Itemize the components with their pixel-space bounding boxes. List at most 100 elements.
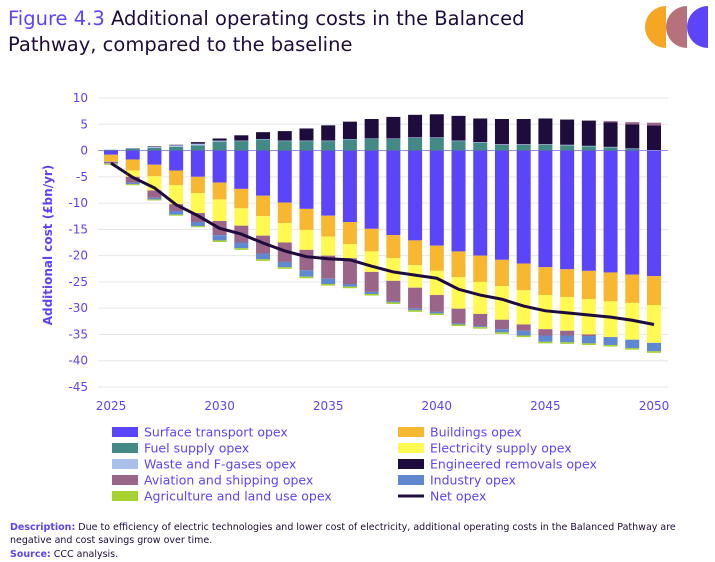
bar-segment <box>104 161 118 164</box>
bar-segment <box>408 137 423 138</box>
bar-segment <box>647 342 661 352</box>
bar-segment <box>473 142 488 143</box>
legend-item: Surface transport opex <box>112 425 288 440</box>
bar-segment <box>386 150 401 236</box>
bar-segment <box>299 208 314 230</box>
bar-segment <box>581 150 596 271</box>
bar-segment <box>190 145 205 151</box>
bar-segment <box>581 270 596 300</box>
bar-segment <box>169 204 184 211</box>
legend-item: Buildings opex <box>398 425 522 440</box>
y-tick-label: -35 <box>68 327 88 341</box>
bar-segment <box>625 148 640 149</box>
title-text: Additional operating costs in the Balanc… <box>8 7 525 56</box>
bar-segment <box>451 323 466 325</box>
bar-segment <box>125 182 140 185</box>
bar-segment <box>581 299 596 335</box>
bar-segment <box>234 188 249 209</box>
chart-title: Figure 4.3 Additional operating costs in… <box>8 6 588 58</box>
bar-segment <box>299 128 314 141</box>
bar-segment <box>277 202 292 224</box>
bar-segment <box>538 341 553 344</box>
bar-segment <box>386 258 401 281</box>
bar-segment <box>125 148 140 149</box>
legend-swatch <box>112 459 138 469</box>
bar-segment <box>190 213 205 223</box>
bar-segment <box>277 131 292 141</box>
bar-segment <box>190 142 205 144</box>
bar-segment <box>560 269 575 298</box>
legend-label: Surface transport opex <box>144 425 288 440</box>
bar-segment <box>429 313 444 316</box>
bar-segment <box>169 144 184 146</box>
ccc-logo <box>645 6 708 48</box>
bar-segment <box>234 248 249 250</box>
bar-segment <box>408 310 423 312</box>
bar-segment <box>429 270 444 296</box>
bar-segment <box>342 258 357 285</box>
legend-swatch <box>112 443 138 453</box>
net-opex-line <box>110 161 655 326</box>
bar-segment <box>516 330 531 336</box>
bar-segment <box>169 214 184 216</box>
bar-segment <box>169 150 184 171</box>
bar-segment <box>560 335 575 343</box>
bar-segment <box>538 267 553 296</box>
bar-segment <box>364 228 379 252</box>
legend-label: Buildings opex <box>430 425 522 440</box>
legend-label: Engineered removals opex <box>430 457 597 472</box>
bar-segment <box>256 216 271 236</box>
bar-segment <box>429 150 444 246</box>
bar-segment <box>603 272 618 302</box>
bar-segment <box>581 343 596 345</box>
bar-segment <box>625 339 640 349</box>
y-tick-label: 5 <box>80 117 88 131</box>
bar-segment <box>429 311 444 314</box>
bar-segment <box>647 122 661 126</box>
bar-segment <box>386 302 401 304</box>
description: Description: Due to efficiency of electr… <box>10 521 710 547</box>
legend-label: Fuel supply opex <box>144 441 249 456</box>
bar-segment <box>494 286 509 320</box>
bar-segment <box>234 140 249 142</box>
bar-segment <box>603 147 618 151</box>
bar-segment <box>494 144 509 151</box>
bar-segment <box>342 286 357 289</box>
x-tick-label: 2050 <box>639 399 670 413</box>
bar-segment <box>429 137 444 138</box>
bar-segment <box>256 132 271 139</box>
bar-segment <box>473 255 488 282</box>
legend-item: Electricity supply opex <box>398 441 572 456</box>
bar-segment <box>321 140 336 142</box>
bar-segment <box>386 280 401 302</box>
bar-segment <box>212 140 227 142</box>
bar-segment <box>603 121 618 123</box>
bar-segment <box>451 251 466 278</box>
bar-segment <box>451 277 466 309</box>
bar-segment <box>386 138 401 139</box>
bar-segment <box>299 270 314 277</box>
bar-segment <box>234 141 249 151</box>
legend-swatch <box>398 459 424 469</box>
bar-segment <box>451 141 466 151</box>
bar-segment <box>494 144 509 145</box>
bar-segment <box>560 145 575 151</box>
bar-segment <box>429 245 444 271</box>
bar-segment <box>581 120 596 146</box>
bar-segment <box>408 240 423 266</box>
y-axis-ticks: 10 5 0 -5 -10 -15 -20 -25 -30 -35 -40 -45 <box>68 91 88 394</box>
bar-segment <box>342 121 357 139</box>
bar-segment <box>494 332 509 334</box>
bars <box>104 114 661 353</box>
bar-segment <box>408 308 423 311</box>
bar-segment <box>473 313 488 327</box>
x-tick-label: 2045 <box>530 399 561 413</box>
bar-segment <box>603 150 618 273</box>
bar-segment <box>429 137 444 151</box>
bar-segment <box>494 119 509 145</box>
bar-segment <box>516 144 531 145</box>
bar-segment <box>581 334 596 337</box>
bar-segment <box>125 150 140 160</box>
source-text: CCC analysis. <box>53 549 119 560</box>
